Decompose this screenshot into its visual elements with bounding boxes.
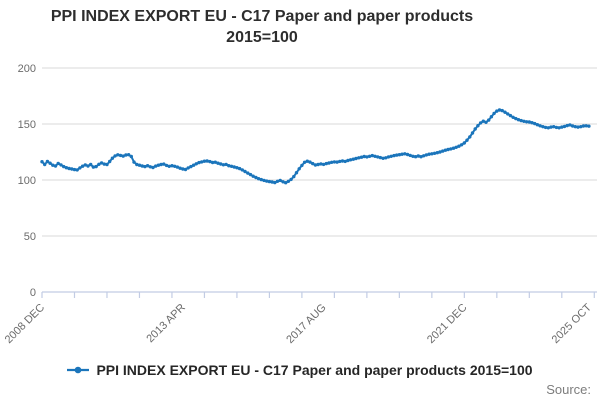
y-tick-label: 0 <box>30 287 36 299</box>
x-tick-label: 2017 AUG <box>284 302 328 346</box>
x-axis-labels: 2008 DEC 2013 APR 2017 AUG 2021 DEC 2025 OCT <box>3 301 594 346</box>
legend: PPI INDEX EXPORT EU - C17 Paper and pape… <box>0 362 600 378</box>
x-tick-label: 2025 OCT <box>550 301 595 346</box>
x-tick-label: 2008 DEC <box>3 302 47 346</box>
x-tick-label: 2013 APR <box>144 302 188 346</box>
series-ppi-index[interactable] <box>40 108 591 185</box>
chart-title: PPI INDEX EXPORT EU - C17 Paper and pape… <box>0 6 524 48</box>
chart-title-line1: PPI INDEX EXPORT EU - C17 Paper and pape… <box>50 8 474 25</box>
y-tick-label: 150 <box>18 119 36 131</box>
x-tick-label: 2021 DEC <box>425 302 469 346</box>
source-note: Source: <box>546 382 591 397</box>
x-axis <box>41 291 597 298</box>
y-gridlines <box>42 67 597 237</box>
y-axis-labels: 0 50 100 150 200 <box>18 63 36 299</box>
legend-label: PPI INDEX EXPORT EU - C17 Paper and pape… <box>96 362 533 378</box>
chart-title-line2: 2015=100 <box>226 29 298 46</box>
y-tick-label: 100 <box>18 175 36 187</box>
y-tick-label: 200 <box>18 63 36 75</box>
legend-line-marker-icon <box>67 366 90 374</box>
y-tick-label: 50 <box>24 231 36 243</box>
series-line[interactable] <box>41 109 590 184</box>
